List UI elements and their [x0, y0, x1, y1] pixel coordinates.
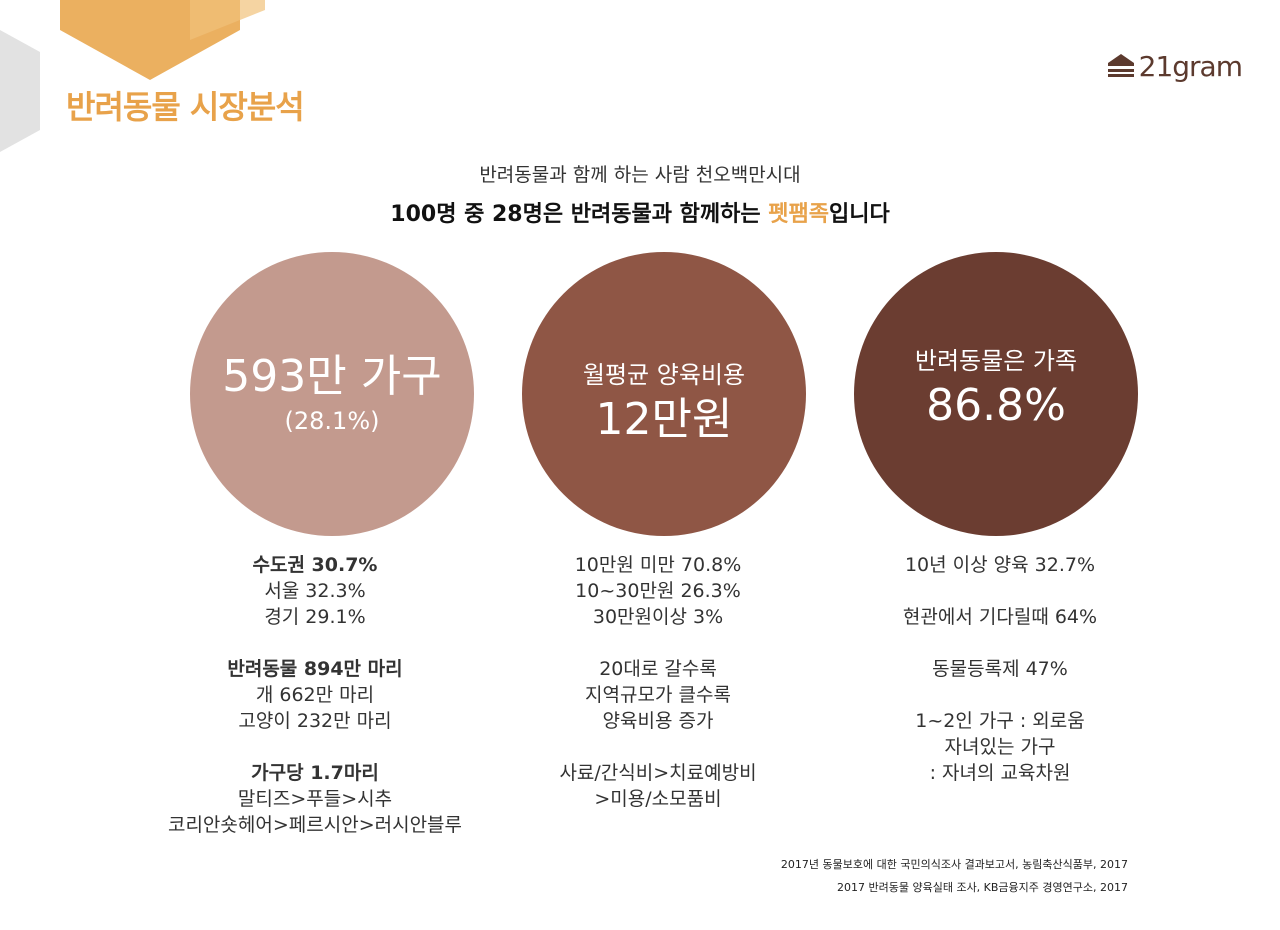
hexagon-decoration: [0, 0, 265, 152]
family-label: 반려동물은 가족: [914, 347, 1078, 376]
monthly-cost-value: 12만원: [595, 394, 733, 446]
family-details: 10년 이상 양육 32.7% 현관에서 기다릴때 64% 동물등록제 47% …: [820, 552, 1180, 786]
households-percent: (28.1%): [284, 407, 380, 436]
family-circle: 반려동물은 가족 86.8%: [854, 252, 1138, 536]
detail-line: 서울 32.3%: [264, 580, 366, 602]
households-circle: 593만 가구 (28.1%): [190, 252, 474, 536]
detail-line: 사료/간식비>치료예방비: [559, 762, 757, 784]
detail-line: : 자녀의 교육차원: [929, 762, 1071, 784]
detail-title: 반려동물 894만 마리: [227, 658, 403, 680]
detail-line: 코리안숏헤어>페르시안>러시안블루: [167, 814, 463, 836]
households-value: 593만 가구: [222, 350, 442, 402]
headline-highlight: 펫팸족: [768, 202, 829, 227]
detail-line: 10만원 미만 70.8%: [574, 554, 742, 576]
detail-line: 10년 이상 양육 32.7%: [904, 554, 1096, 576]
headline-main-suffix: 입니다: [828, 202, 890, 227]
detail-line: 경기 29.1%: [264, 606, 366, 628]
detail-line: 자녀있는 가구: [944, 736, 1056, 758]
logo-text: 21gram: [1138, 49, 1243, 83]
detail-line: 양육비용 증가: [602, 710, 714, 732]
brand-logo: 21gram: [1107, 48, 1243, 84]
detail-line: 개 662만 마리: [255, 684, 375, 706]
headline-main-prefix: 100명 중 28명은 반려동물과 함께하는: [390, 202, 769, 227]
detail-title: 수도권 30.7%: [252, 554, 378, 576]
source-citation: 2017년 동물보호에 대한 국민의식조사 결과보고서, 농림축산식품부, 20…: [780, 858, 1128, 871]
detail-title: 가구당 1.7마리: [251, 762, 379, 784]
detail-line: 동물등록제 47%: [932, 658, 1068, 680]
detail-line: 현관에서 기다릴때 64%: [902, 606, 1098, 628]
detail-line: 30만원이상 3%: [592, 606, 724, 628]
detail-line: 지역규모가 클수록: [585, 684, 731, 706]
headline-subtitle: 반려동물과 함께 하는 사람 천오백만시대: [479, 164, 801, 186]
detail-line: 1~2인 가구 : 외로움: [915, 710, 1085, 732]
monthly-cost-circle: 월평균 양육비용 12만원: [522, 252, 806, 536]
headline-main: 100명 중 28명은 반려동물과 함께하는 펫팸족입니다: [0, 196, 1280, 228]
detail-line: 20대로 갈수록: [599, 658, 717, 680]
source-citation: 2017 반려동물 양육실태 조사, KB금융지주 경영연구소, 2017: [837, 881, 1128, 894]
page-title: 반려동물 시장분석: [66, 88, 305, 126]
detail-line: >미용/소모품비: [594, 788, 722, 810]
family-value: 86.8%: [926, 380, 1066, 432]
house-icon: [1107, 54, 1134, 77]
cost-details: 10만원 미만 70.8% 10~30만원 26.3% 30만원이상 3% 20…: [478, 552, 838, 812]
monthly-cost-label: 월평균 양육비용: [582, 361, 746, 390]
households-details: 수도권 30.7% 서울 32.3% 경기 29.1% 반려동물 894만 마리…: [135, 552, 495, 838]
detail-line: 고양이 232만 마리: [238, 710, 392, 732]
detail-line: 10~30만원 26.3%: [575, 580, 741, 602]
detail-line: 말티즈>푸들>시추: [237, 788, 393, 810]
